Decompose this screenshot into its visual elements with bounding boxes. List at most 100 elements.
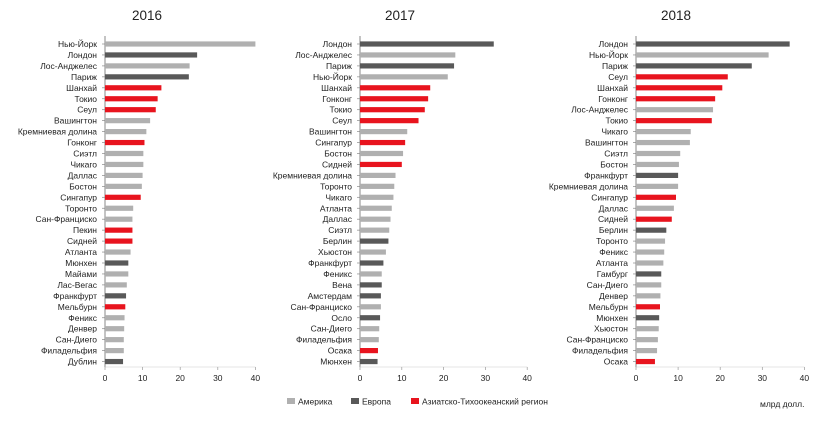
bar-2018-Мельбурн [636, 304, 660, 310]
bar-2016-Лос-Анджелес [105, 63, 190, 69]
category-label: Нью-Йорк [58, 38, 97, 49]
x-tick-label: 0 [103, 373, 108, 383]
category-label: Кремниевая долина [549, 181, 628, 191]
bar-2016-Нью-Йорк [105, 41, 256, 47]
category-label: Лондон [68, 50, 98, 60]
unit-label: млрд долл. [760, 399, 804, 409]
legend-label-europe: Европа [362, 397, 391, 407]
legend-label-asia: Азиатско-Тихоокеанский регион [422, 397, 548, 407]
category-label: Сан-Диего [587, 280, 629, 290]
category-label: Бостон [600, 159, 628, 169]
x-tick-label: 20 [175, 373, 185, 383]
x-tick-label: 30 [758, 373, 768, 383]
bar-2018-Сан-Франциско [636, 337, 658, 343]
category-label: Осло [331, 313, 352, 323]
bar-2017-Токио [360, 107, 425, 113]
category-label: Феникс [68, 313, 97, 323]
category-label: Токио [606, 116, 629, 126]
bar-2018-Денвер [636, 293, 661, 299]
category-label: Торонто [320, 181, 352, 191]
category-label: Кремниевая долина [18, 127, 97, 137]
bar-2016-Франкфурт [105, 293, 127, 299]
bar-2016-Сингапур [105, 194, 141, 200]
bar-2016-Кремниевая долина [105, 129, 147, 135]
category-label: Филадельфия [296, 335, 352, 345]
bar-2016-Филадельфия [105, 348, 124, 354]
category-label: Шанхай [597, 83, 628, 93]
bar-2018-Хьюстон [636, 326, 659, 332]
bar-2018-Атланта [636, 260, 664, 266]
category-label: Лондон [323, 39, 353, 49]
category-label: Сан-Франциско [566, 335, 628, 345]
bar-2017-Феникс [360, 271, 382, 277]
bar-2016-Мельбурн [105, 304, 126, 310]
bar-2017-Лондон [360, 41, 494, 47]
category-label: Атланта [596, 258, 628, 268]
category-label: Франкфурт [308, 258, 352, 268]
category-label: Чикаго [70, 159, 97, 169]
category-label: Гонконг [322, 94, 352, 104]
bar-2017-Даллас [360, 216, 391, 222]
panel-title-2016: 2016 [132, 8, 162, 23]
category-label: Париж [71, 72, 97, 82]
category-label: Сидней [322, 159, 352, 169]
category-label: Сиэтл [73, 149, 97, 159]
bar-2018-Филадельфия [636, 348, 658, 354]
panel-title-2018: 2018 [661, 8, 691, 23]
category-label: Вашингтон [585, 138, 628, 148]
bar-2017-Амстердам [360, 293, 381, 299]
bar-2017-Сеул [360, 118, 419, 124]
category-label: Чикаго [601, 127, 628, 137]
bar-2018-Шанхай [636, 85, 723, 91]
bar-2018-Лондон [636, 41, 790, 47]
bar-2018-Токио [636, 118, 712, 124]
panel-title-2017: 2017 [385, 8, 415, 23]
bar-2018-Сеул [636, 74, 728, 80]
bar-2017-Филадельфия [360, 337, 379, 343]
bar-2016-Майами [105, 271, 129, 277]
bar-2018-Сингапур [636, 194, 676, 200]
category-label: Сан-Диего [56, 335, 98, 345]
category-label: Вена [332, 280, 352, 290]
category-label: Мельбурн [589, 302, 629, 312]
bar-2018-Берлин [636, 227, 667, 233]
bar-2017-Гонконг [360, 96, 429, 102]
category-label: Гонконг [598, 94, 628, 104]
bar-2016-Сидней [105, 238, 133, 244]
bar-2016-Мюнхен [105, 260, 129, 266]
bar-2016-Токио [105, 96, 158, 102]
category-label: Франкфурт [584, 170, 628, 180]
category-label: Сидней [598, 214, 628, 224]
category-label: Майами [65, 269, 97, 279]
bar-2017-Сидней [360, 161, 402, 168]
x-tick-label: 40 [522, 373, 532, 383]
x-tick-label: 30 [213, 373, 223, 383]
category-label: Даллас [323, 214, 353, 224]
x-tick-label: 0 [358, 373, 363, 383]
category-label: Торонто [596, 236, 628, 246]
category-label: Сан-Франциско [35, 214, 97, 224]
bar-2018-Нью-Йорк [636, 52, 769, 58]
category-label: Сидней [67, 236, 97, 246]
bar-2017-Шанхай [360, 85, 431, 91]
bar-2018-Мюнхен [636, 315, 660, 321]
category-label: Кремниевая долина [273, 170, 352, 180]
legend-label-america: Америка [298, 397, 333, 407]
category-label: Атланта [320, 203, 352, 213]
category-label: Берлин [323, 236, 352, 246]
bar-2017-Осло [360, 315, 381, 321]
bar-2018-Даллас [636, 205, 674, 211]
bar-2018-Гонконг [636, 96, 716, 102]
bar-2018-Лос-Анджелес [636, 107, 714, 113]
category-label: Сиэтл [604, 149, 628, 159]
category-label: Лас-Вегас [57, 280, 97, 290]
bar-2017-Сингапур [360, 139, 406, 146]
bar-2017-Вашингтон [360, 129, 408, 135]
category-label: Франкфурт [53, 291, 97, 301]
category-label: Филадельфия [41, 346, 97, 356]
x-tick-label: 40 [800, 373, 810, 383]
bar-2017-Торонто [360, 183, 395, 189]
bar-2018-Кремниевая долина [636, 183, 679, 189]
category-label: Хьюстон [318, 247, 352, 257]
